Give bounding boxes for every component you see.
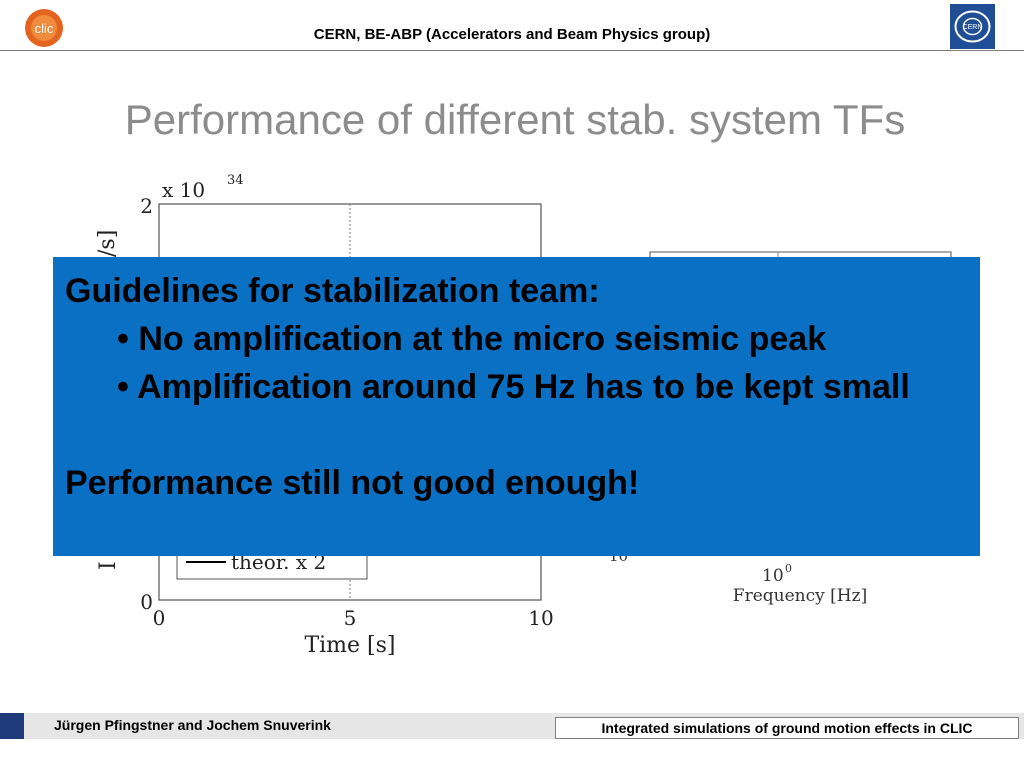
x-tick-label: 5 — [344, 606, 357, 630]
plot-multiplier: x 10 — [162, 178, 205, 202]
y-axis-label-fragment: /s] — [95, 230, 120, 257]
x-axis-label: Time [s] — [304, 633, 395, 658]
callout-bullet: • Amplification around 75 Hz has to be k… — [117, 368, 910, 406]
slide-title: Performance of different stab. system TF… — [124, 96, 906, 143]
y-tick-label: 0 — [140, 590, 153, 614]
y-tick-label: 2 — [140, 194, 153, 218]
header-divider — [0, 50, 1024, 51]
callout-conclusion: Performance still not good enough! — [65, 464, 640, 502]
callout-spacer — [65, 411, 968, 459]
y-axis-label-fragment: I — [96, 561, 121, 570]
cern-logo-text: CERN — [963, 24, 983, 31]
x-tick-exponent: 0 — [785, 562, 792, 575]
cern-logo: CERN — [950, 4, 995, 49]
x-axis-label: Frequency [Hz] — [733, 586, 867, 606]
header-title: CERN, BE-ABP (Accelerators and Beam Phys… — [313, 26, 711, 43]
footer-accent — [0, 713, 24, 739]
callout-bullet: • No amplification at the micro seismic … — [117, 320, 827, 358]
x-tick-label: 10 — [528, 606, 553, 630]
callout-heading: Guidelines for stabilization team: — [65, 272, 600, 310]
x-tick-label: 0 — [153, 606, 166, 630]
guidelines-callout: Guidelines for stabilization team: • No … — [53, 257, 980, 556]
clic-logo-text: clic — [35, 21, 54, 36]
plot-multiplier-exponent: 34 — [227, 173, 244, 188]
clic-logo: clic — [25, 9, 63, 47]
footer-talk-title: Integrated simulations of ground motion … — [555, 717, 1019, 739]
footer-author: Jürgen Pfingstner and Jochem Snuverink — [54, 717, 331, 733]
x-tick-base: 10 — [762, 566, 784, 586]
